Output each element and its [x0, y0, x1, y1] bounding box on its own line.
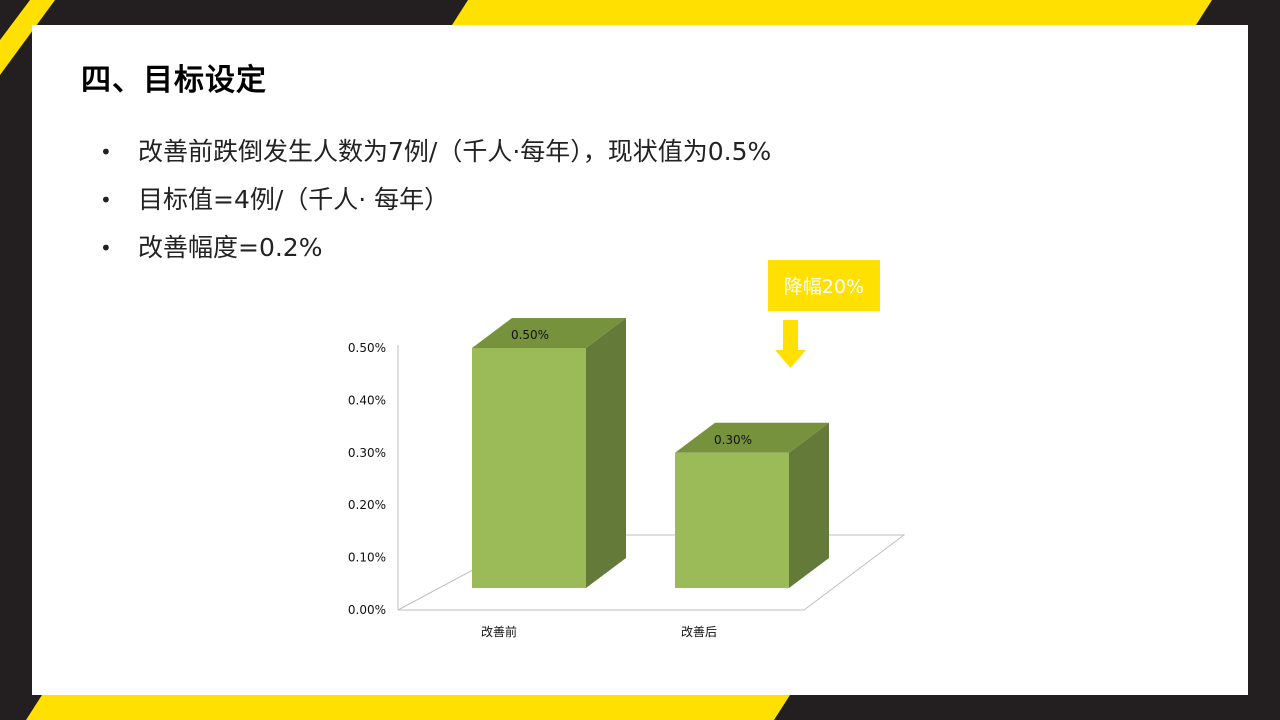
bar: [675, 452, 789, 588]
bar-top: [472, 318, 626, 348]
bar-side: [789, 422, 829, 588]
bar-side: [586, 318, 626, 588]
page-title: 四、目标设定: [81, 63, 267, 98]
bullet-item: 改善幅度=0.2%: [100, 229, 771, 277]
data-label: 0.50%: [511, 328, 549, 342]
y-tick-label: 0.30%: [348, 446, 386, 460]
slide: 四、目标设定 改善前跌倒发生人数为7例/（千人·每年），现状值为0.5% 目标值…: [32, 25, 1248, 695]
reduction-callout: 降幅20%: [768, 260, 880, 311]
down-arrow-icon: [775, 320, 806, 368]
bar-chart: 0.00% 0.10% 0.20% 0.30% 0.40% 0.50% 0.50% 改善前 0.…: [348, 318, 906, 639]
bullet-list: 改善前跌倒发生人数为7例/（千人·每年），现状值为0.5% 目标值=4例/（千人…: [100, 133, 771, 277]
y-tick-label: 0.50%: [348, 341, 386, 355]
bar-top: [675, 422, 829, 453]
y-tick-label: 0.10%: [348, 551, 386, 565]
bottom-yellow-band: [26, 695, 790, 720]
data-label: 0.30%: [714, 433, 752, 447]
x-tick-label: 改善前: [481, 624, 517, 639]
bullet-item: 目标值=4例/（千人· 每年）: [100, 181, 771, 229]
y-tick-label: 0.20%: [348, 498, 386, 512]
bar: [472, 348, 586, 588]
y-tick-label: 0.40%: [348, 393, 386, 407]
top-yellow-band: [452, 0, 1212, 25]
y-tick-label: 0.00%: [348, 603, 386, 617]
top-left-yellow-stripe: [0, 0, 55, 75]
x-tick-label: 改善后: [681, 624, 717, 639]
bullet-item: 改善前跌倒发生人数为7例/（千人·每年），现状值为0.5%: [100, 133, 771, 181]
